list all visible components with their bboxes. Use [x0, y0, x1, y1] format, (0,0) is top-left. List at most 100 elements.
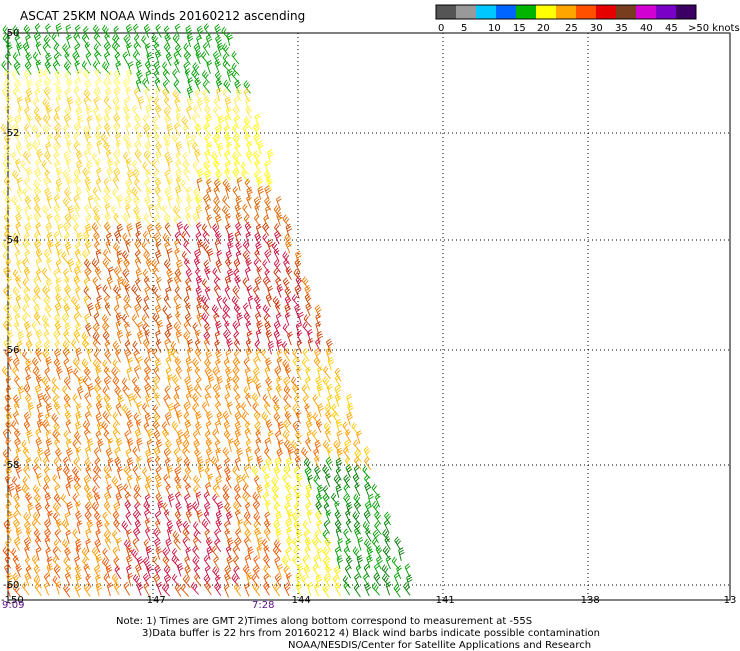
- wind-barb: [127, 572, 134, 587]
- wind-barb: [314, 530, 322, 544]
- wind-barb: [233, 384, 241, 398]
- wind-barb: [255, 437, 262, 452]
- wind-barb: [331, 410, 340, 424]
- wind-barb: [303, 457, 312, 471]
- wind-barb: [285, 547, 291, 561]
- wind-barb: [217, 142, 224, 157]
- wind-barb: [264, 268, 271, 283]
- wind-barb: [175, 113, 182, 127]
- wind-barb: [93, 565, 101, 579]
- wind-barb: [274, 366, 282, 380]
- wind-barb: [35, 502, 42, 517]
- wind-barb: [73, 132, 81, 146]
- wind-barb: [354, 449, 362, 463]
- wind-barb: [62, 340, 71, 354]
- wind-barb: [6, 511, 14, 526]
- wind-barb: [232, 105, 241, 119]
- wind-barb: [117, 276, 124, 291]
- wind-barb: [264, 321, 272, 335]
- wind-barb: [154, 49, 162, 64]
- wind-barb: [56, 465, 63, 480]
- wind-barb: [184, 419, 192, 434]
- lat-label: -60: [3, 580, 19, 591]
- wind-barb: [224, 528, 231, 543]
- wind-barb: [172, 89, 181, 103]
- wind-barb: [227, 537, 234, 552]
- wind-barb: [96, 421, 104, 436]
- wind-barb: [64, 106, 72, 121]
- wind-barb: [84, 240, 92, 254]
- wind-barb: [372, 501, 380, 515]
- wind-barb: [113, 113, 121, 127]
- wind-barb: [83, 583, 91, 597]
- wind-barb: [213, 186, 220, 200]
- wind-barb: [202, 302, 210, 317]
- wind-barb: [375, 545, 383, 559]
- wind-barb: [32, 484, 41, 498]
- wind-barb: [174, 491, 181, 506]
- wind-barb: [11, 195, 20, 209]
- wind-barb: [306, 411, 314, 426]
- wind-barb: [127, 357, 134, 372]
- wind-barb: [175, 185, 182, 199]
- wind-barb: [104, 212, 112, 226]
- wind-barb: [25, 457, 32, 471]
- wind-barb: [15, 526, 23, 541]
- wind-barb: [257, 140, 264, 155]
- wind-barb: [145, 258, 153, 272]
- wind-barb: [154, 77, 161, 92]
- wind-barb: [126, 564, 132, 579]
- wind-barb: [183, 258, 192, 272]
- wind-barb: [136, 437, 143, 452]
- wind-barb: [353, 439, 361, 453]
- wind-barb: [314, 304, 322, 319]
- lon-label: -144: [288, 595, 311, 606]
- wind-barb: [285, 493, 293, 508]
- wind-barb: [104, 202, 111, 217]
- wind-barb: [235, 241, 243, 256]
- wind-barb: [184, 466, 192, 480]
- wind-barb: [354, 482, 361, 497]
- wind-barb: [83, 125, 92, 139]
- wind-barb: [195, 267, 202, 282]
- wind-barb: [143, 556, 150, 571]
- wind-barb: [13, 493, 21, 507]
- wind-barb: [56, 366, 63, 380]
- wind-barb: [201, 312, 210, 326]
- wind-barb: [243, 386, 252, 400]
- scale-label: 5: [461, 23, 467, 34]
- scale-label: 25: [565, 23, 578, 34]
- wind-barb: [53, 401, 61, 416]
- wind-barb: [24, 520, 31, 535]
- wind-barb: [275, 527, 283, 542]
- wind-barb: [163, 213, 172, 228]
- wind-barb: [162, 428, 170, 442]
- wind-barb: [131, 314, 140, 328]
- wind-barb: [234, 411, 242, 426]
- wind-barb: [263, 554, 271, 569]
- wind-barb: [224, 96, 232, 111]
- wind-barb: [3, 303, 12, 317]
- wind-barb: [123, 303, 130, 318]
- wind-barb: [245, 231, 252, 246]
- wind-barb: [125, 511, 132, 526]
- wind-barb: [114, 70, 121, 84]
- wind-barb: [111, 476, 119, 490]
- wind-barb: [225, 511, 233, 525]
- wind-barb: [156, 482, 162, 496]
- wind-barb: [61, 519, 71, 533]
- wind-barb: [12, 366, 20, 380]
- wind-barb: [175, 329, 183, 344]
- wind-barb: [106, 167, 114, 181]
- wind-barb: [145, 104, 153, 118]
- wind-barb: [315, 500, 323, 515]
- wind-barb: [143, 150, 152, 164]
- wind-barb: [134, 428, 142, 443]
- wind-barb: [171, 573, 180, 587]
- wind-barb: [245, 105, 253, 120]
- wind-barb: [193, 521, 201, 535]
- wind-barb: [146, 223, 154, 238]
- wind-barb: [5, 42, 13, 56]
- wind-barb: [295, 572, 302, 587]
- wind-barb: [252, 491, 261, 506]
